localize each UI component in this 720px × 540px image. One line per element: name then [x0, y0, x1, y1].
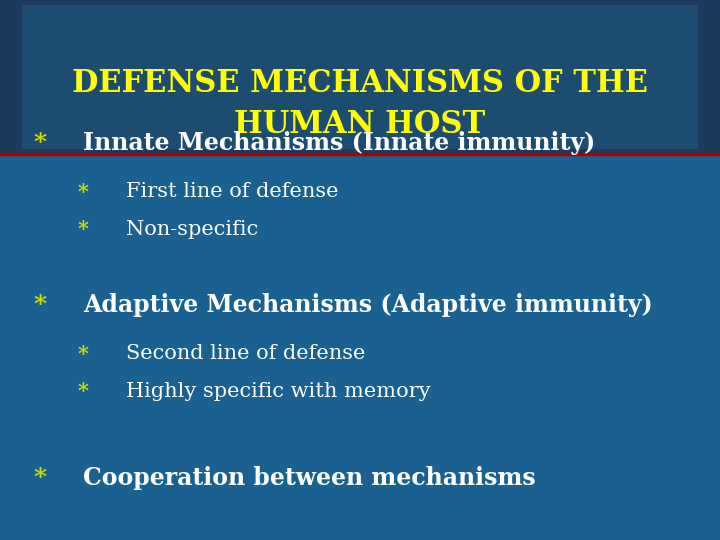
Bar	[0, 0, 720, 154]
Text: *: *	[77, 381, 89, 402]
Text: Adaptive Mechanisms (Adaptive immunity): Adaptive Mechanisms (Adaptive immunity)	[83, 293, 652, 317]
Text: *: *	[33, 293, 46, 317]
Bar	[22, 5, 698, 148]
Text: *: *	[77, 181, 89, 202]
Text: Second line of defense: Second line of defense	[126, 344, 365, 363]
Text: HUMAN HOST: HUMAN HOST	[235, 109, 485, 140]
Text: Highly specific with memory: Highly specific with memory	[126, 382, 431, 401]
Text: *: *	[77, 219, 89, 240]
Text: *: *	[77, 343, 89, 364]
Text: Cooperation between mechanisms: Cooperation between mechanisms	[83, 466, 536, 490]
Text: DEFENSE MECHANISMS OF THE: DEFENSE MECHANISMS OF THE	[72, 68, 648, 99]
Text: *: *	[33, 466, 46, 490]
Text: Innate Mechanisms (Innate immunity): Innate Mechanisms (Innate immunity)	[83, 131, 595, 155]
Text: First line of defense: First line of defense	[126, 182, 338, 201]
Text: *: *	[33, 131, 46, 155]
Text: Non-specific: Non-specific	[126, 220, 258, 239]
